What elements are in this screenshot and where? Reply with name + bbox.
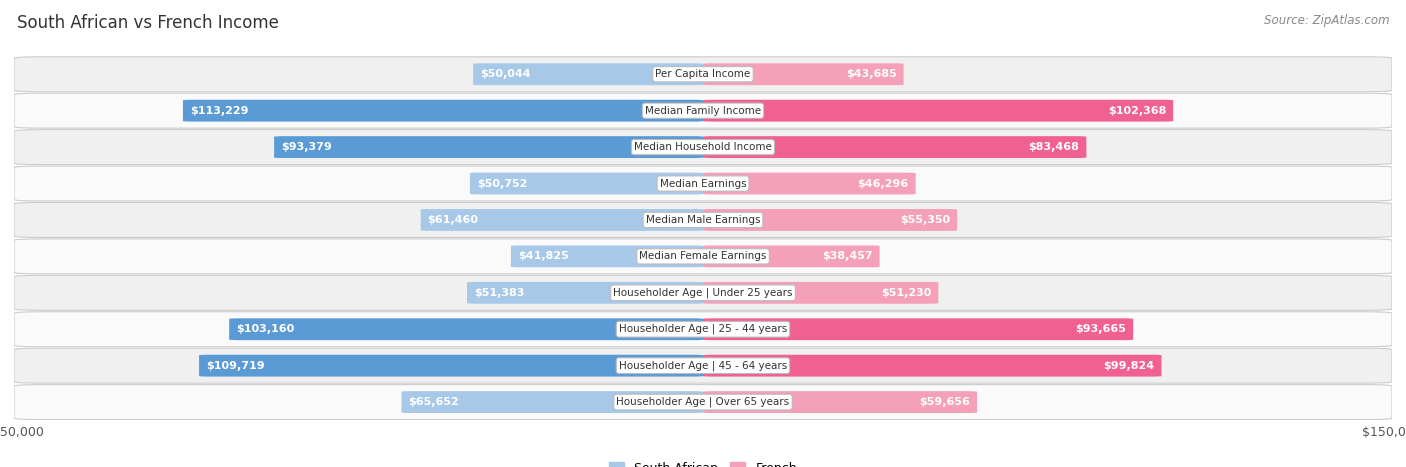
Text: Householder Age | 45 - 64 years: Householder Age | 45 - 64 years [619, 361, 787, 371]
Text: $59,656: $59,656 [920, 397, 970, 407]
FancyBboxPatch shape [703, 136, 1087, 158]
Text: $93,379: $93,379 [281, 142, 332, 152]
Text: $38,457: $38,457 [823, 251, 873, 262]
FancyBboxPatch shape [14, 57, 1392, 92]
Text: $83,468: $83,468 [1029, 142, 1080, 152]
Text: Median Household Income: Median Household Income [634, 142, 772, 152]
FancyBboxPatch shape [703, 209, 957, 231]
FancyBboxPatch shape [703, 318, 1133, 340]
FancyBboxPatch shape [229, 318, 703, 340]
Text: $55,350: $55,350 [900, 215, 950, 225]
Legend: South African, French: South African, French [605, 457, 801, 467]
FancyBboxPatch shape [274, 136, 703, 158]
Text: Householder Age | Under 25 years: Householder Age | Under 25 years [613, 288, 793, 298]
Text: Householder Age | Over 65 years: Householder Age | Over 65 years [616, 397, 790, 407]
Text: South African vs French Income: South African vs French Income [17, 14, 278, 32]
FancyBboxPatch shape [14, 130, 1392, 164]
FancyBboxPatch shape [14, 312, 1392, 347]
FancyBboxPatch shape [14, 203, 1392, 237]
Text: $51,383: $51,383 [474, 288, 524, 298]
FancyBboxPatch shape [703, 173, 915, 194]
FancyBboxPatch shape [420, 209, 703, 231]
Text: $113,229: $113,229 [190, 106, 249, 116]
Text: $43,685: $43,685 [846, 69, 897, 79]
FancyBboxPatch shape [14, 385, 1392, 419]
FancyBboxPatch shape [14, 276, 1392, 310]
Text: Per Capita Income: Per Capita Income [655, 69, 751, 79]
FancyBboxPatch shape [183, 100, 703, 121]
Text: Source: ZipAtlas.com: Source: ZipAtlas.com [1264, 14, 1389, 27]
FancyBboxPatch shape [703, 100, 1173, 121]
Text: $50,752: $50,752 [477, 178, 527, 189]
FancyBboxPatch shape [200, 355, 703, 376]
Text: Median Family Income: Median Family Income [645, 106, 761, 116]
Text: $61,460: $61,460 [427, 215, 478, 225]
FancyBboxPatch shape [703, 246, 880, 267]
FancyBboxPatch shape [510, 246, 703, 267]
Text: $109,719: $109,719 [205, 361, 264, 371]
FancyBboxPatch shape [14, 166, 1392, 201]
FancyBboxPatch shape [703, 64, 904, 85]
FancyBboxPatch shape [14, 348, 1392, 383]
Text: $103,160: $103,160 [236, 324, 294, 334]
FancyBboxPatch shape [402, 391, 703, 413]
FancyBboxPatch shape [703, 355, 1161, 376]
Text: Median Earnings: Median Earnings [659, 178, 747, 189]
Text: $93,665: $93,665 [1076, 324, 1126, 334]
Text: Householder Age | 25 - 44 years: Householder Age | 25 - 44 years [619, 324, 787, 334]
Text: $102,368: $102,368 [1108, 106, 1167, 116]
FancyBboxPatch shape [14, 239, 1392, 274]
FancyBboxPatch shape [467, 282, 703, 304]
Text: Median Female Earnings: Median Female Earnings [640, 251, 766, 262]
Text: $50,044: $50,044 [479, 69, 530, 79]
FancyBboxPatch shape [703, 282, 938, 304]
Text: $99,824: $99,824 [1104, 361, 1154, 371]
FancyBboxPatch shape [470, 173, 703, 194]
Text: $41,825: $41,825 [517, 251, 568, 262]
FancyBboxPatch shape [14, 93, 1392, 128]
FancyBboxPatch shape [703, 391, 977, 413]
Text: $51,230: $51,230 [882, 288, 931, 298]
FancyBboxPatch shape [474, 64, 703, 85]
Text: Median Male Earnings: Median Male Earnings [645, 215, 761, 225]
Text: $65,652: $65,652 [408, 397, 460, 407]
Text: $46,296: $46,296 [858, 178, 908, 189]
